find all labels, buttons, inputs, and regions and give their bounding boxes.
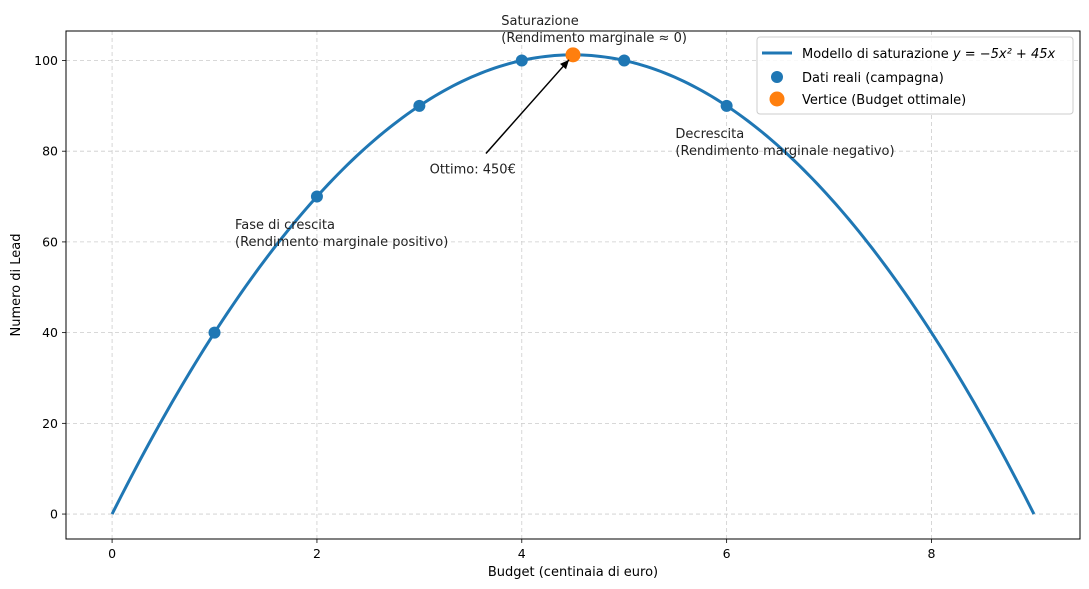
- x-tick-label: 4: [518, 546, 526, 561]
- x-tick-label: 6: [723, 546, 731, 561]
- x-tick-label: 0: [108, 546, 116, 561]
- data-point: [618, 54, 631, 67]
- data-point: [310, 190, 323, 203]
- optimum-arrow: [485, 59, 570, 154]
- legend-marker-swatch: [769, 91, 785, 107]
- plot-frame: [65, 30, 1081, 540]
- x-tick-label: 8: [928, 546, 936, 561]
- x-axis-label: Budget (centinaia di euro): [488, 565, 658, 580]
- legend-marker-swatch: [771, 71, 783, 83]
- y-tick-label: 40: [42, 325, 58, 340]
- legend-label-data: Dati reali (campagna): [802, 71, 944, 86]
- series-layer: [110, 47, 1036, 515]
- y-tick-label: 80: [42, 144, 58, 159]
- annotation-ottimo: Ottimo: 450€: [430, 162, 516, 177]
- y-tick-label: 20: [42, 416, 58, 431]
- y-tick-label: 60: [42, 234, 58, 249]
- x-tick-label: 2: [313, 546, 321, 561]
- annotation-saturazione: Saturazione (Rendimento marginale ≈ 0): [501, 14, 687, 46]
- annotation-crescita: Fase di crescita (Rendimento marginale po…: [235, 218, 448, 250]
- annotations: Saturazione (Rendimento marginale ≈ 0) Ott…: [235, 14, 895, 250]
- legend-label-vertex: Vertice (Budget ottimale): [802, 93, 966, 108]
- y-axis-label: Numero di Lead: [9, 234, 24, 337]
- saturation-model-line: [110, 53, 1036, 515]
- legend: Modello di saturazione y = −5x² + 45x Dat…: [756, 36, 1074, 115]
- data-point: [413, 99, 426, 112]
- vertex-point: [565, 47, 581, 63]
- annotation-decrescita: Decrescita (Rendimento marginale negativo…: [675, 127, 894, 159]
- y-tick-label: 0: [50, 507, 58, 522]
- data-point: [720, 99, 733, 112]
- legend-box: [756, 36, 1074, 115]
- legend-label-model: Modello di saturazione y = −5x² + 45x: [802, 47, 1055, 62]
- data-point: [515, 54, 528, 67]
- y-tick-label: 100: [34, 53, 58, 68]
- data-point: [208, 326, 221, 339]
- optimum-arrow-head: [560, 59, 569, 70]
